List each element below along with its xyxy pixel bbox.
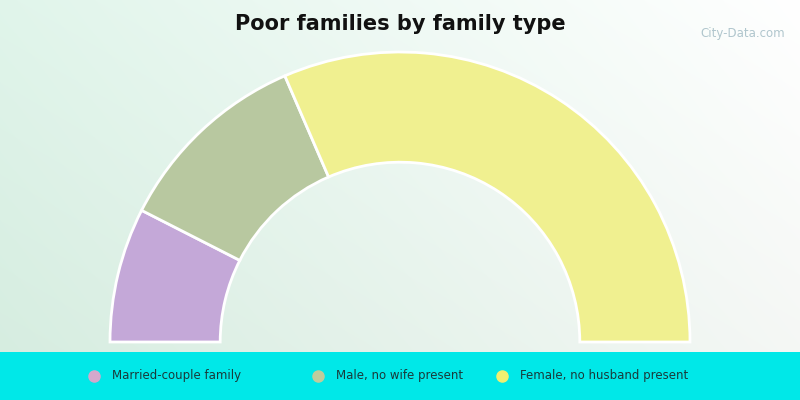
Text: Married-couple family: Married-couple family (112, 370, 241, 382)
Text: Female, no husband present: Female, no husband present (520, 370, 688, 382)
Wedge shape (110, 210, 240, 342)
Text: Male, no wife present: Male, no wife present (336, 370, 463, 382)
Text: City-Data.com: City-Data.com (700, 27, 785, 40)
Text: Poor families by family type: Poor families by family type (234, 14, 566, 34)
Wedge shape (142, 76, 329, 260)
Wedge shape (285, 52, 690, 342)
